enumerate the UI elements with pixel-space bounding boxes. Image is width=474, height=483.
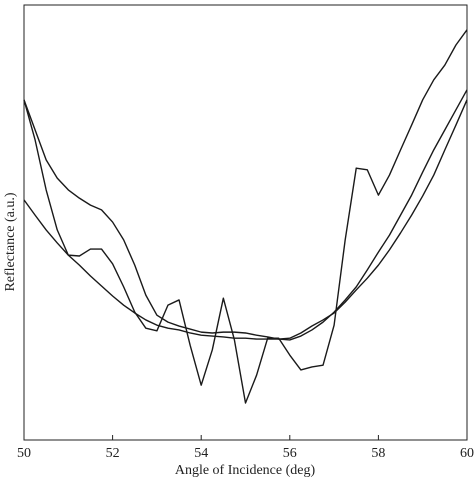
x-tick-label: 58 <box>371 446 385 461</box>
x-tick-label: 56 <box>283 446 297 461</box>
series-line <box>23 89 468 341</box>
x-tick-label: 60 <box>460 446 474 461</box>
series-line <box>23 99 468 340</box>
x-tick-label: 50 <box>17 446 31 461</box>
x-tick-label: 52 <box>106 446 120 461</box>
series-line <box>23 29 468 404</box>
x-tick-label: 54 <box>194 446 208 461</box>
x-axis-label: Angle of Incidence (deg) <box>175 463 316 478</box>
plot-frame <box>23 4 468 441</box>
y-axis-label: Reflectance (a.u.) <box>3 192 18 291</box>
